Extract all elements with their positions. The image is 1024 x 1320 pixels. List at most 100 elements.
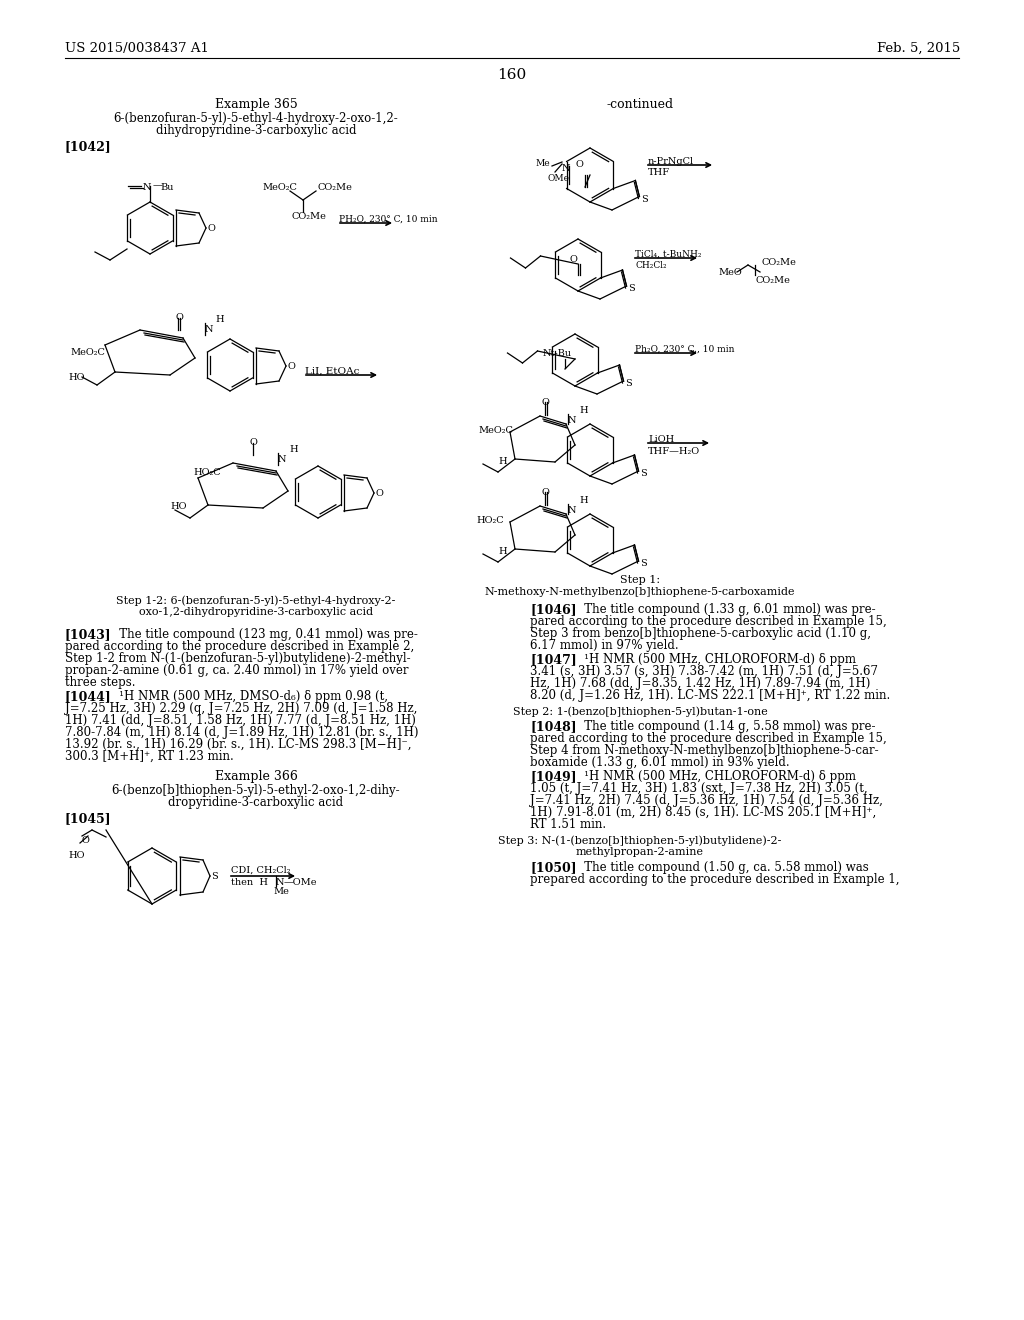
Text: Step 1:: Step 1:: [620, 576, 660, 585]
Text: Nt-Bu: Nt-Bu: [543, 348, 572, 358]
Text: Bu: Bu: [160, 183, 173, 191]
Text: 8.20 (d, J=1.26 Hz, 1H). LC-MS 222.1 [M+H]⁺, RT 1.22 min.: 8.20 (d, J=1.26 Hz, 1H). LC-MS 222.1 [M+…: [530, 689, 890, 702]
Text: [1045]: [1045]: [65, 812, 112, 825]
Text: N: N: [143, 183, 152, 191]
Text: MeO: MeO: [718, 268, 741, 277]
Text: [1048]: [1048]: [530, 719, 577, 733]
Text: Step 4 from N-methoxy-N-methylbenzo[b]thiophene-5-car-: Step 4 from N-methoxy-N-methylbenzo[b]th…: [530, 744, 879, 756]
Text: S: S: [641, 558, 647, 568]
Text: LiOH: LiOH: [648, 436, 674, 444]
Text: n-PrNgCl: n-PrNgCl: [648, 157, 694, 166]
Text: N: N: [276, 878, 285, 887]
Text: Example 366: Example 366: [215, 770, 297, 783]
Text: S: S: [641, 469, 647, 478]
Text: H: H: [579, 496, 588, 506]
Text: HO: HO: [68, 374, 85, 381]
Text: ¹H NMR (500 MHz, DMSO-d₆) δ ppm 0.98 (t,: ¹H NMR (500 MHz, DMSO-d₆) δ ppm 0.98 (t,: [108, 690, 388, 704]
Text: Feb. 5, 2015: Feb. 5, 2015: [877, 42, 961, 55]
Text: OMe: OMe: [548, 174, 570, 183]
Text: S: S: [211, 873, 218, 880]
Text: O: O: [570, 255, 578, 264]
Text: Step 2: 1-(benzo[b]thiophen-5-yl)butan-1-one: Step 2: 1-(benzo[b]thiophen-5-yl)butan-1…: [513, 706, 767, 717]
Text: Ph₂O, 230° C., 10 min: Ph₂O, 230° C., 10 min: [635, 345, 734, 354]
Text: propan-2-amine (0.61 g, ca. 2.40 mmol) in 17% yield over: propan-2-amine (0.61 g, ca. 2.40 mmol) i…: [65, 664, 409, 677]
Text: O: O: [175, 313, 183, 322]
Text: The title compound (1.33 g, 6.01 mmol) was pre-: The title compound (1.33 g, 6.01 mmol) w…: [573, 603, 876, 616]
Text: O: O: [575, 160, 583, 169]
Text: Step 3 from benzo[b]thiophene-5-carboxylic acid (1.10 g,: Step 3 from benzo[b]thiophene-5-carboxyl…: [530, 627, 871, 640]
Text: PH₂O, 230° C, 10 min: PH₂O, 230° C, 10 min: [339, 215, 437, 224]
Text: H: H: [579, 407, 588, 414]
Text: dropyridine-3-carboxylic acid: dropyridine-3-carboxylic acid: [168, 796, 344, 809]
Text: [1042]: [1042]: [65, 140, 112, 153]
Text: 6-(benzo[b]thiophen-5-yl)-5-ethyl-2-oxo-1,2-dihy-: 6-(benzo[b]thiophen-5-yl)-5-ethyl-2-oxo-…: [112, 784, 400, 797]
Text: The title compound (1.50 g, ca. 5.58 mmol) was: The title compound (1.50 g, ca. 5.58 mmo…: [573, 861, 868, 874]
Text: oxo-1,2-dihydropyridine-3-carboxylic acid: oxo-1,2-dihydropyridine-3-carboxylic aci…: [139, 607, 373, 616]
Text: H: H: [289, 445, 298, 454]
Text: 160: 160: [498, 69, 526, 82]
Text: pared according to the procedure described in Example 2,: pared according to the procedure describ…: [65, 640, 415, 653]
Text: 1H) 7.91-8.01 (m, 2H) 8.45 (s, 1H). LC-MS 205.1 [M+H]⁺,: 1H) 7.91-8.01 (m, 2H) 8.45 (s, 1H). LC-M…: [530, 807, 877, 818]
Text: —: —: [153, 181, 163, 190]
Text: pared according to the procedure described in Example 15,: pared according to the procedure describ…: [530, 615, 887, 628]
Text: ¹H NMR (500 MHz, CHLOROFORM-d) δ ppm: ¹H NMR (500 MHz, CHLOROFORM-d) δ ppm: [573, 653, 856, 667]
Text: 6-(benzofuran-5-yl)-5-ethyl-4-hydroxy-2-oxo-1,2-: 6-(benzofuran-5-yl)-5-ethyl-4-hydroxy-2-…: [114, 112, 398, 125]
Text: US 2015/0038437 A1: US 2015/0038437 A1: [65, 42, 209, 55]
Text: N: N: [568, 416, 577, 425]
Text: MeO₂C: MeO₂C: [262, 183, 297, 191]
Text: O: O: [287, 362, 295, 371]
Text: -continued: -continued: [606, 98, 674, 111]
Text: [1046]: [1046]: [530, 603, 577, 616]
Text: N: N: [562, 164, 570, 173]
Text: HO: HO: [170, 502, 186, 511]
Text: HO₂C: HO₂C: [193, 469, 220, 477]
Text: ¹H NMR (500 MHz, CHLOROFORM-d) δ ppm: ¹H NMR (500 MHz, CHLOROFORM-d) δ ppm: [573, 770, 856, 783]
Text: 3.41 (s, 3H) 3.57 (s, 3H) 7.38-7.42 (m, 1H) 7.51 (d, J=5.67: 3.41 (s, 3H) 3.57 (s, 3H) 7.38-7.42 (m, …: [530, 665, 878, 678]
Text: [1049]: [1049]: [530, 770, 577, 783]
Text: H: H: [215, 315, 223, 323]
Text: MeO₂C: MeO₂C: [478, 426, 513, 436]
Text: prepared according to the procedure described in Example 1,: prepared according to the procedure desc…: [530, 873, 899, 886]
Text: Me: Me: [273, 887, 289, 896]
Text: The title compound (123 mg, 0.41 mmol) was pre-: The title compound (123 mg, 0.41 mmol) w…: [108, 628, 418, 642]
Text: [1044]: [1044]: [65, 690, 112, 704]
Text: [1047]: [1047]: [530, 653, 577, 667]
Text: Step 3: N-(1-(benzo[b]thiophen-5-yl)butylidene)-2-: Step 3: N-(1-(benzo[b]thiophen-5-yl)buty…: [499, 836, 781, 846]
Text: RT 1.51 min.: RT 1.51 min.: [530, 818, 606, 832]
Text: —OMe: —OMe: [284, 878, 317, 887]
Text: HO: HO: [68, 851, 85, 861]
Text: S: S: [629, 284, 635, 293]
Text: N: N: [205, 325, 213, 334]
Text: dihydropyridine-3-carboxylic acid: dihydropyridine-3-carboxylic acid: [156, 124, 356, 137]
Text: O: O: [542, 488, 550, 498]
Text: 300.3 [M+H]⁺, RT 1.23 min.: 300.3 [M+H]⁺, RT 1.23 min.: [65, 750, 233, 763]
Text: 13.92 (br. s., 1H) 16.29 (br. s., 1H). LC-MS 298.3 [M−H]⁻,: 13.92 (br. s., 1H) 16.29 (br. s., 1H). L…: [65, 738, 412, 751]
Text: boxamide (1.33 g, 6.01 mmol) in 93% yield.: boxamide (1.33 g, 6.01 mmol) in 93% yiel…: [530, 756, 790, 770]
Text: CO₂Me: CO₂Me: [756, 276, 791, 285]
Text: then  H: then H: [231, 878, 268, 887]
Text: 7.80-7.84 (m, 1H) 8.14 (d, J=1.89 Hz, 1H) 12.81 (br. s., 1H): 7.80-7.84 (m, 1H) 8.14 (d, J=1.89 Hz, 1H…: [65, 726, 419, 739]
Text: LiI, EtOAc: LiI, EtOAc: [305, 367, 359, 376]
Text: TiCl₄, t-BuNH₂: TiCl₄, t-BuNH₂: [635, 249, 701, 259]
Text: S: S: [641, 194, 648, 203]
Text: CO₂Me: CO₂Me: [762, 257, 797, 267]
Text: The title compound (1.14 g, 5.58 mmol) was pre-: The title compound (1.14 g, 5.58 mmol) w…: [573, 719, 876, 733]
Text: N: N: [278, 455, 287, 465]
Text: Hz, 1H) 7.68 (dd, J=8.35, 1.42 Hz, 1H) 7.89-7.94 (m, 1H): Hz, 1H) 7.68 (dd, J=8.35, 1.42 Hz, 1H) 7…: [530, 677, 870, 690]
Text: THF: THF: [648, 168, 670, 177]
Text: pared according to the procedure described in Example 15,: pared according to the procedure describ…: [530, 733, 887, 744]
Text: O: O: [250, 438, 258, 447]
Text: J=7.25 Hz, 3H) 2.29 (q, J=7.25 Hz, 2H) 7.09 (d, J=1.58 Hz,: J=7.25 Hz, 3H) 2.29 (q, J=7.25 Hz, 2H) 7…: [65, 702, 418, 715]
Text: THF—H₂O: THF—H₂O: [648, 447, 700, 455]
Text: [1043]: [1043]: [65, 628, 112, 642]
Text: Example 365: Example 365: [215, 98, 297, 111]
Text: CDI, CH₂Cl₂: CDI, CH₂Cl₂: [231, 866, 291, 875]
Text: 6.17 mmol) in 97% yield.: 6.17 mmol) in 97% yield.: [530, 639, 679, 652]
Text: methylpropan-2-amine: methylpropan-2-amine: [575, 847, 705, 857]
Text: CH₂Cl₂: CH₂Cl₂: [635, 261, 667, 271]
Text: HO₂C: HO₂C: [476, 516, 504, 525]
Text: Me: Me: [535, 158, 550, 168]
Text: CO₂Me: CO₂Me: [318, 183, 353, 191]
Text: O: O: [207, 224, 215, 234]
Text: 1.05 (t, J=7.41 Hz, 3H) 1.83 (sxt, J=7.38 Hz, 2H) 3.05 (t,: 1.05 (t, J=7.41 Hz, 3H) 1.83 (sxt, J=7.3…: [530, 781, 867, 795]
